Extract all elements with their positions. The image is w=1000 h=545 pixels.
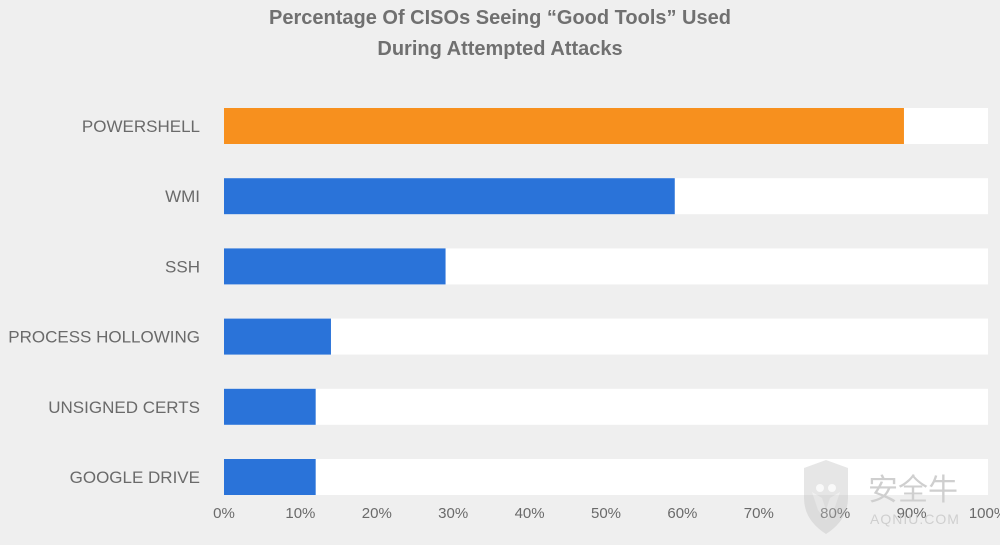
x-tick-label: 0%: [213, 505, 235, 522]
x-tick-label: 20%: [362, 505, 392, 522]
chart-title-line-1: Percentage Of CISOs Seeing “Good Tools” …: [269, 7, 731, 29]
bar-tracks: [224, 108, 988, 495]
chart-title-line-2: During Attempted Attacks: [377, 38, 623, 60]
bar: [224, 248, 446, 285]
x-tick-label: 50%: [591, 505, 621, 522]
bar-track: [224, 318, 988, 355]
category-label: GOOGLE DRIVE: [70, 468, 200, 487]
category-label: WMI: [165, 187, 200, 206]
bar: [224, 178, 675, 215]
bar: [224, 388, 316, 425]
x-tick-label: 90%: [897, 505, 927, 522]
category-label: PROCESS HOLLOWING: [8, 328, 200, 347]
x-tick-label: 80%: [820, 505, 850, 522]
bar-track: [224, 459, 988, 495]
bar: [224, 108, 904, 144]
bar: [224, 459, 316, 495]
bar-track: [224, 388, 988, 425]
bar: [224, 318, 331, 355]
x-tick-label: 70%: [744, 505, 774, 522]
category-labels: POWERSHELL WMI SSH PROCESS HOLLOWING UNSIGNE…: [8, 117, 200, 487]
x-tick-label: 30%: [438, 505, 468, 522]
x-tick-label: 60%: [667, 505, 697, 522]
category-label: UNSIGNED CERTS: [48, 398, 200, 417]
bars: [224, 108, 904, 495]
category-label: SSH: [165, 257, 200, 276]
x-axis-tick-labels: 0% 10% 20% 30% 40% 50% 60% 70% 80% 90% 100%: [213, 505, 1000, 522]
x-tick-label: 40%: [515, 505, 545, 522]
x-tick-label: 100%: [969, 505, 1000, 522]
category-label: POWERSHELL: [82, 117, 200, 136]
x-tick-label: 10%: [285, 505, 315, 522]
